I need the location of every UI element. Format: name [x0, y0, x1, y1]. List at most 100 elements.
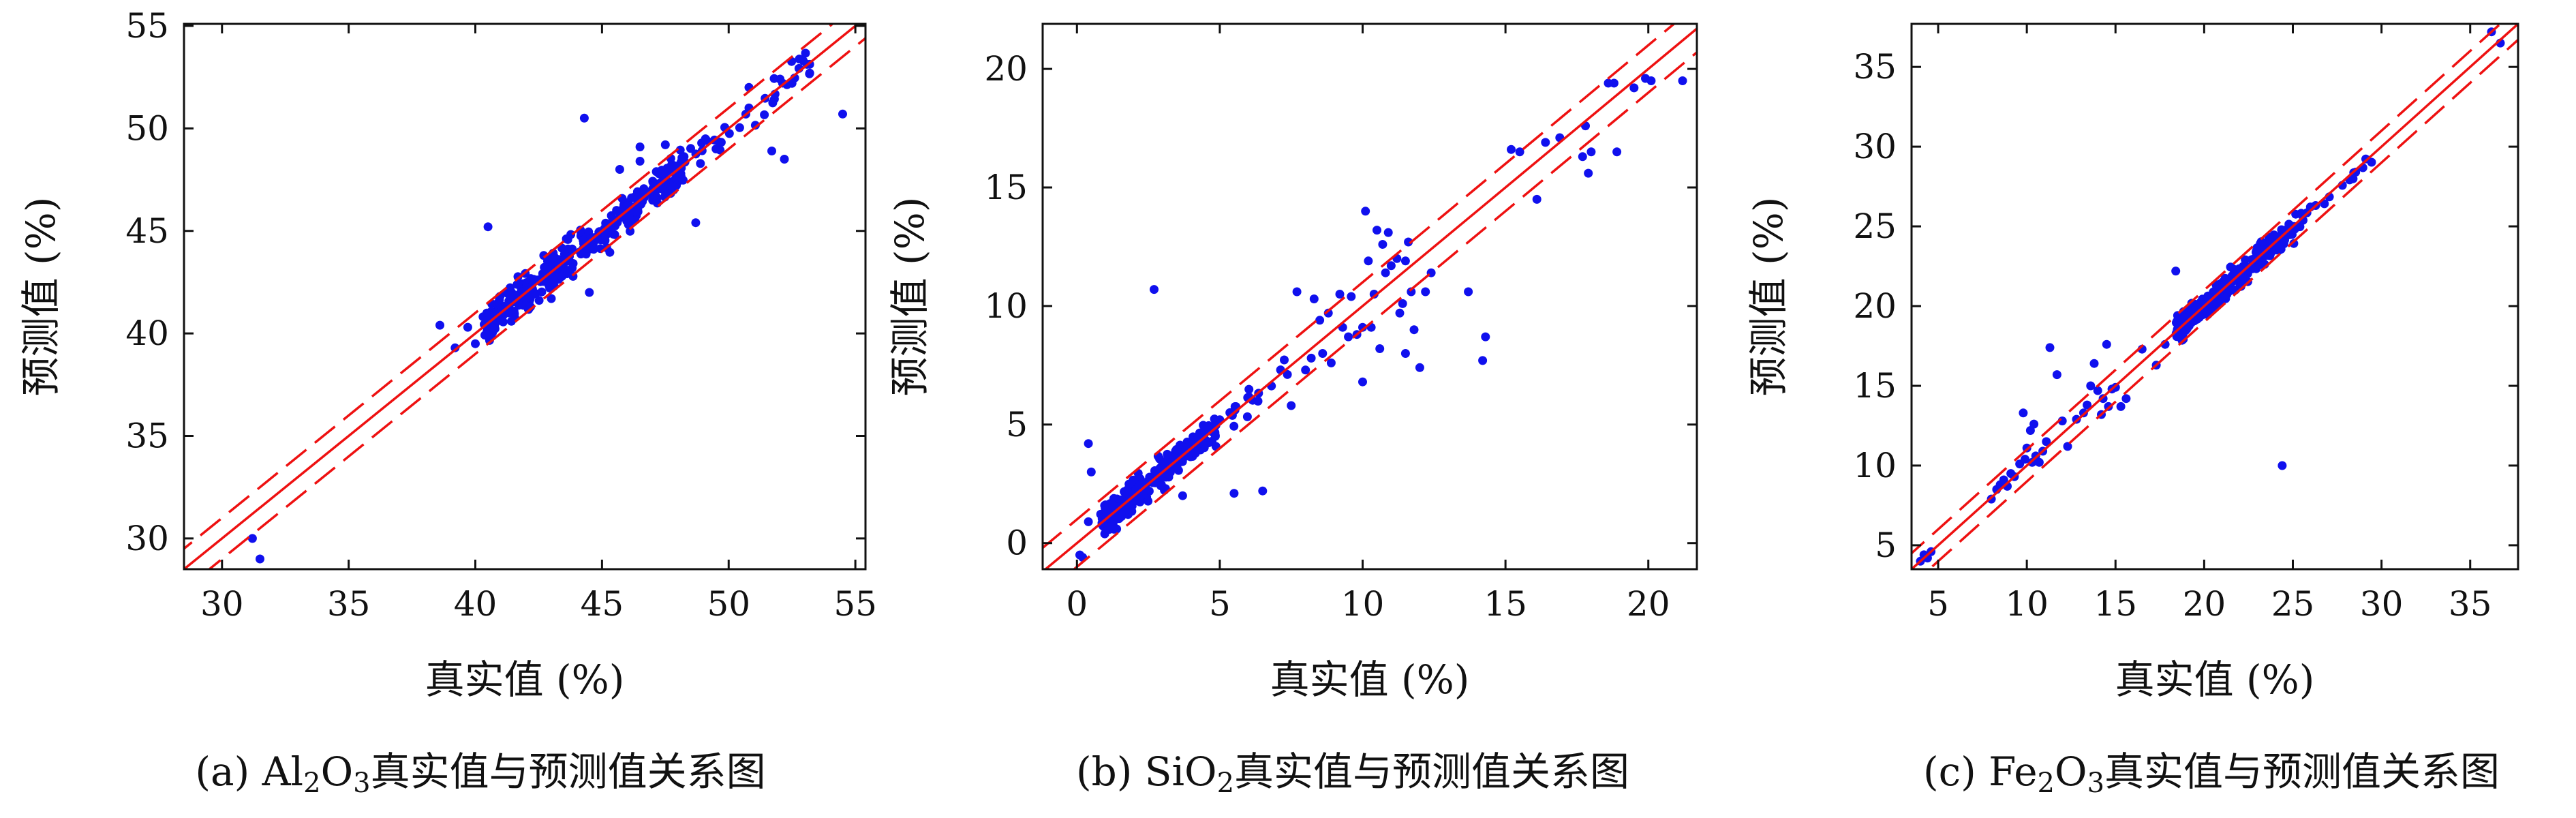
data-point: [1156, 481, 1165, 491]
x-tick-label: 40: [454, 584, 497, 624]
data-point: [622, 216, 632, 226]
y-tick-label: 0: [1006, 524, 1028, 563]
x-tick-label: 20: [2183, 584, 2226, 624]
data-point: [1395, 308, 1405, 318]
x-axis-label: 真实值 (%): [2115, 656, 2315, 703]
data-point: [1150, 285, 1159, 294]
data-point: [1287, 401, 1296, 410]
y-tick-label: 20: [984, 49, 1028, 89]
data-point: [669, 182, 678, 192]
data-point: [615, 165, 624, 174]
data-point: [1584, 168, 1593, 178]
data-point: [2086, 381, 2096, 391]
data-point: [579, 113, 589, 123]
data-point: [1335, 290, 1345, 299]
data-point: [677, 153, 687, 162]
data-point: [2102, 339, 2111, 349]
error-band-upper-line: [184, 24, 835, 551]
y-axis-label: 预测值 (%): [887, 197, 933, 397]
data-point: [2042, 437, 2051, 446]
data-point: [1678, 76, 1687, 85]
data-point: [506, 298, 515, 307]
x-tick-label: 35: [2449, 584, 2492, 624]
data-point: [1507, 145, 1516, 154]
y-axis-label: 预测值 (%): [18, 197, 64, 397]
data-point: [658, 168, 667, 178]
data-point: [1084, 439, 1093, 449]
data-point: [2273, 241, 2283, 251]
data-point: [679, 175, 688, 185]
data-point: [2083, 400, 2092, 410]
data-point: [1400, 256, 1410, 266]
data-point: [1323, 308, 1333, 318]
data-point: [2063, 442, 2072, 451]
data-point: [450, 343, 460, 352]
data-point: [633, 207, 643, 216]
data-point: [256, 554, 264, 564]
data-point: [2093, 386, 2102, 395]
error-band-lower-line: [1072, 50, 1697, 569]
axes-frame: [1910, 22, 2519, 571]
data-point: [716, 138, 726, 147]
x-axis-label: 真实值 (%): [1270, 656, 1470, 703]
data-point: [1375, 344, 1385, 353]
x-tick-label: 35: [327, 584, 371, 624]
caption-c: (c) Fe2O3真实值与预测值关系图: [1922, 748, 2500, 799]
data-point: [1229, 489, 1239, 498]
data-point: [2179, 328, 2188, 337]
data-point: [632, 187, 642, 196]
data-point: [547, 278, 557, 288]
data-point: [635, 157, 645, 166]
data-point: [1084, 517, 1093, 526]
x-tick-label: 20: [1627, 584, 1670, 624]
data-point: [2289, 239, 2299, 248]
data-point: [487, 330, 496, 339]
error-band-upper-line: [1912, 24, 2502, 555]
y-tick-label: 15: [1853, 366, 1897, 406]
y-tick-label: 10: [984, 286, 1028, 326]
x-tick-label: 25: [2271, 584, 2315, 624]
data-point: [1159, 458, 1168, 468]
data-point: [1478, 356, 1488, 365]
data-point: [526, 302, 535, 312]
data-point: [1515, 147, 1524, 157]
x-tick-label: 30: [2360, 584, 2404, 624]
y-tick-label: 50: [125, 108, 169, 148]
data-point: [1364, 256, 1373, 266]
data-point: [1361, 207, 1370, 216]
data-point: [627, 193, 637, 202]
data-point: [557, 272, 566, 282]
data-point: [1127, 506, 1137, 516]
data-point: [1407, 287, 1416, 297]
data-point: [2019, 408, 2028, 418]
data-point: [1586, 147, 1596, 157]
data-point: [1318, 349, 1328, 358]
data-point: [648, 177, 658, 187]
y-tick-label: 15: [984, 168, 1028, 207]
x-tick-label: 30: [200, 584, 244, 624]
data-point: [1258, 486, 1268, 496]
data-point: [1309, 294, 1319, 303]
y-tick-label: 35: [125, 416, 169, 456]
data-point: [1358, 377, 1367, 387]
data-point: [2029, 419, 2039, 429]
data-point: [1629, 83, 1639, 93]
data-point: [1109, 524, 1119, 534]
data-point: [1150, 466, 1159, 475]
y-tick-label: 10: [1853, 446, 1897, 485]
panel-b-sio2-chart: 0 5 10 15 20 0 5 10 15 20 真实值 (%) 预测值 (%): [887, 22, 1698, 703]
data-point: [1373, 226, 1381, 235]
data-point: [247, 534, 257, 543]
y-tick-label: 5: [1006, 405, 1028, 444]
data-point: [716, 145, 725, 155]
data-point: [600, 236, 610, 245]
data-point: [1086, 467, 1096, 476]
data-point: [589, 245, 598, 254]
data-point: [2226, 262, 2235, 272]
identity-line: [1912, 24, 2518, 569]
data-point: [626, 226, 635, 236]
caption-a: (a) Al2O3真实值与预测值关系图: [195, 748, 766, 799]
data-point: [691, 218, 701, 228]
y-axis-label: 预测值 (%): [1745, 197, 1792, 397]
data-point: [1230, 406, 1240, 414]
